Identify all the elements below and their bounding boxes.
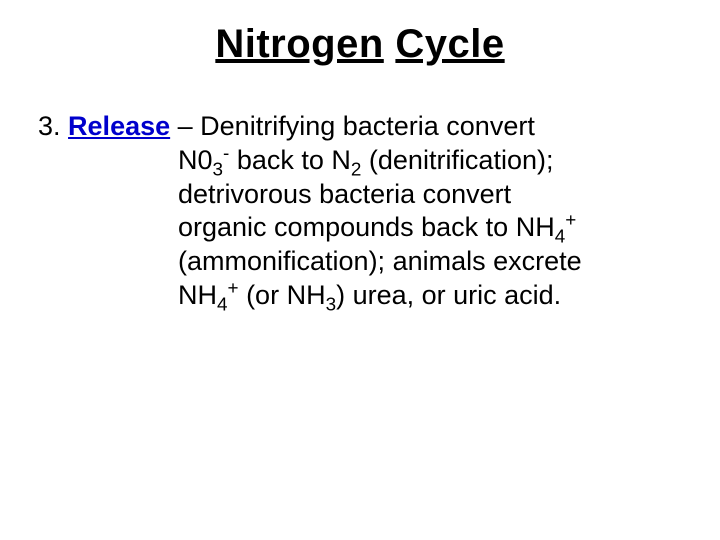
- l6-sub1: 4: [217, 294, 228, 315]
- title-word-1: Nitrogen: [215, 22, 383, 66]
- dash: –: [170, 111, 200, 141]
- line5: (ammonification); animals excrete: [178, 245, 688, 279]
- l2-sub2: 2: [351, 159, 362, 180]
- l6-b: (or NH: [239, 280, 326, 310]
- title-word-2: Cycle: [395, 22, 504, 66]
- release-label: Release: [68, 111, 170, 141]
- l4-a: organic compounds back to NH: [178, 212, 555, 242]
- line6: NH4+ (or NH3) urea, or uric acid.: [178, 279, 688, 313]
- l6-a: NH: [178, 280, 217, 310]
- l2-a: N0: [178, 145, 213, 175]
- slide-title: Nitrogen Cycle: [0, 22, 720, 67]
- l2-sub1: 3: [213, 159, 224, 180]
- l6-c: ) urea, or uric acid.: [336, 280, 561, 310]
- line3: detrivorous bacteria convert: [178, 178, 688, 212]
- line2: N03- back to N2 (denitrification);: [178, 144, 688, 178]
- item-number: 3.: [38, 111, 61, 141]
- line4: organic compounds back to NH4+: [178, 211, 688, 245]
- l6-sup1: +: [228, 278, 239, 299]
- l4-sup: +: [565, 210, 576, 231]
- slide-body: 3. Release – Denitrifying bacteria conve…: [38, 110, 688, 313]
- slide: Nitrogen Cycle 3. Release – Denitrifying…: [0, 0, 720, 540]
- line1-tail: Denitrifying bacteria convert: [200, 111, 535, 141]
- l2-b: back to N: [229, 145, 351, 175]
- l2-c: (denitrification);: [361, 145, 553, 175]
- l6-sub2: 3: [326, 294, 337, 315]
